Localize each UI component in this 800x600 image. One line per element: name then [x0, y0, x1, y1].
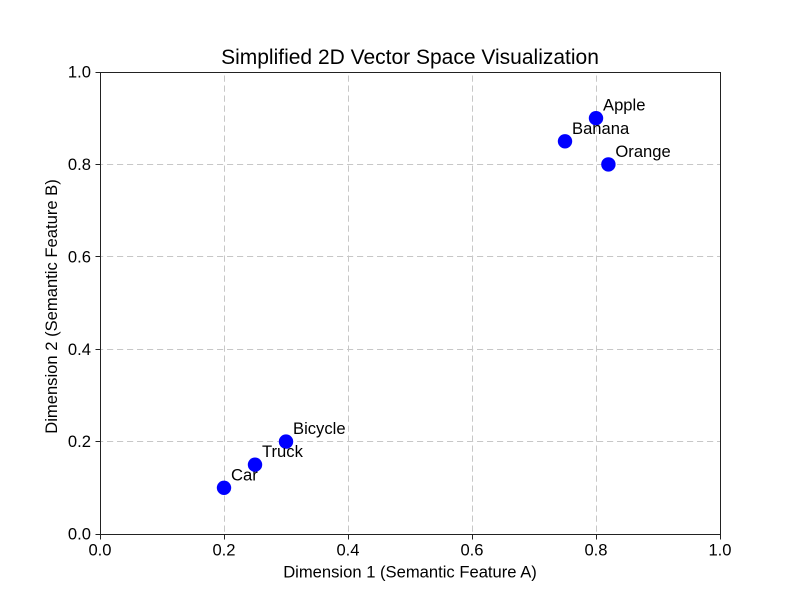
- svg-text:Apple: Apple: [603, 96, 645, 115]
- svg-text:0.8: 0.8: [68, 155, 91, 174]
- svg-text:Dimension 1 (Semantic Feature: Dimension 1 (Semantic Feature A): [283, 563, 537, 582]
- svg-text:Orange: Orange: [615, 142, 670, 161]
- svg-text:Dimension 2 (Semantic Feature: Dimension 2 (Semantic Feature B): [42, 179, 61, 434]
- svg-text:0.2: 0.2: [68, 432, 91, 451]
- svg-text:0.4: 0.4: [336, 541, 359, 560]
- svg-text:Truck: Truck: [262, 442, 304, 461]
- svg-text:0.0: 0.0: [88, 541, 111, 560]
- svg-text:Simplified 2D Vector Space Vis: Simplified 2D Vector Space Visualization: [221, 46, 599, 69]
- svg-text:0.8: 0.8: [584, 541, 607, 560]
- svg-text:Bicycle: Bicycle: [293, 419, 346, 438]
- svg-text:Car: Car: [231, 465, 258, 484]
- svg-text:0.6: 0.6: [68, 247, 91, 266]
- svg-text:Banana: Banana: [572, 119, 630, 138]
- svg-text:1.0: 1.0: [68, 63, 91, 82]
- svg-text:0.0: 0.0: [68, 525, 91, 544]
- svg-text:0.4: 0.4: [68, 340, 91, 359]
- svg-text:0.6: 0.6: [460, 541, 483, 560]
- svg-text:1.0: 1.0: [708, 541, 731, 560]
- svg-text:0.2: 0.2: [212, 541, 235, 560]
